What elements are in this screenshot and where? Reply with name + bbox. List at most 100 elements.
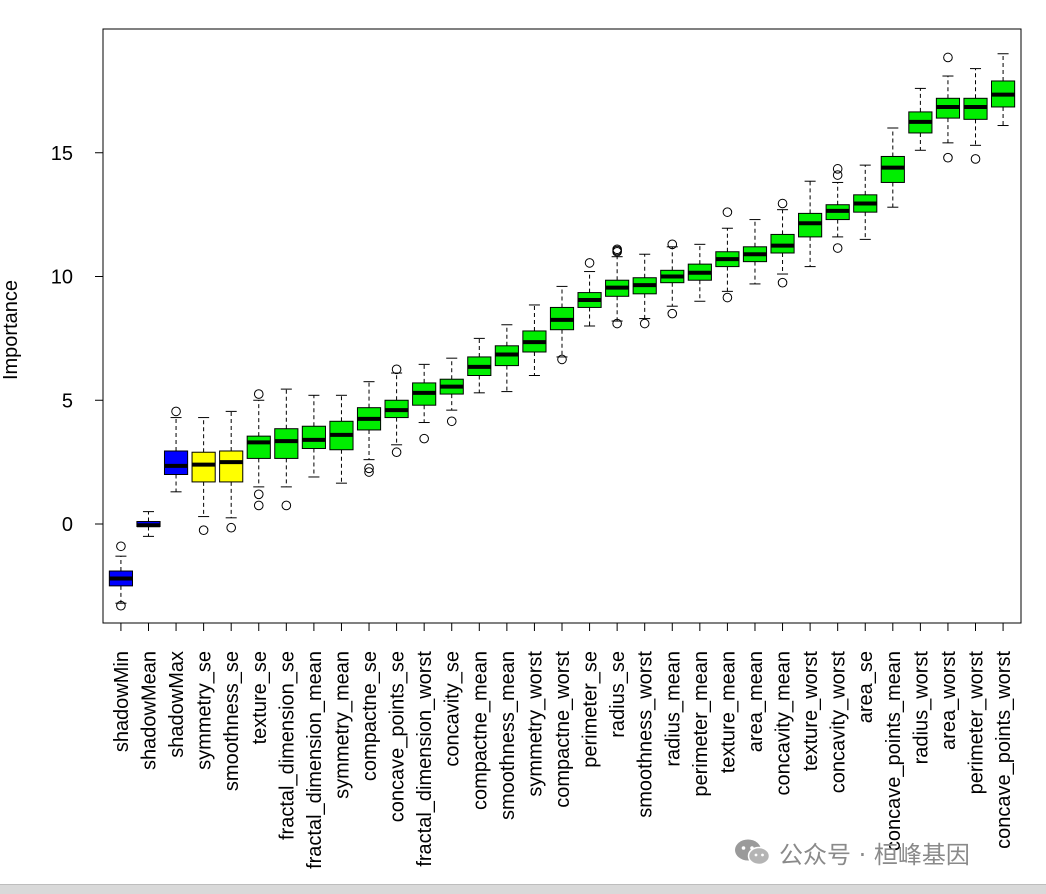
wechat-icon bbox=[735, 839, 771, 866]
x-tick-label: texture_worst bbox=[800, 651, 822, 771]
box-compactne-worst bbox=[549, 285, 575, 365]
x-axis-labels: shadowMin shadowMean shadowMax symmetry_se s… bbox=[111, 623, 1015, 869]
y-tick-label: 5 bbox=[62, 390, 73, 412]
outlier-point bbox=[777, 277, 788, 288]
outlier-point bbox=[253, 489, 264, 500]
outlier-point bbox=[364, 463, 374, 474]
outlier-point bbox=[557, 354, 567, 365]
x-tick-label: shadowMax bbox=[166, 651, 188, 758]
x-tick-label: fractal_dimension_worst bbox=[414, 651, 436, 867]
outlier-point bbox=[832, 243, 843, 253]
outlier-point bbox=[943, 152, 953, 163]
x-tick-label: compactne_worst bbox=[552, 651, 574, 808]
outlier-point bbox=[446, 416, 457, 427]
x-tick-label: concave_points_worst bbox=[993, 651, 1015, 849]
x-tick-label: shadowMean bbox=[138, 651, 160, 770]
box-shadowMean bbox=[136, 511, 161, 537]
box-fractal-dimension-se bbox=[274, 388, 299, 511]
watermark-text: 公众号 · 桓峰基因 bbox=[779, 840, 970, 869]
watermark: 公众号 · 桓峰基因 bbox=[733, 832, 970, 872]
outlier-point bbox=[722, 292, 733, 303]
x-tick-label: compactne_se bbox=[359, 651, 381, 781]
x-tick-label: perimeter_worst bbox=[966, 651, 988, 795]
outlier-point bbox=[253, 389, 264, 399]
outlier-point bbox=[419, 433, 429, 444]
outlier-point bbox=[116, 600, 126, 611]
outlier-point bbox=[639, 318, 650, 329]
x-tick-label: shadowMin bbox=[111, 651, 133, 752]
box-compactne-mean bbox=[467, 337, 492, 394]
x-tick-label: fractal_dimension_mean bbox=[304, 651, 326, 869]
box-shadowMax bbox=[163, 406, 189, 493]
outlier-point bbox=[391, 447, 402, 458]
x-tick-label: symmetry_worst bbox=[524, 651, 546, 797]
outlier-point bbox=[584, 258, 595, 268]
outlier-point bbox=[226, 522, 236, 533]
y-axis-label: Importance bbox=[0, 280, 22, 380]
x-tick-label: smoothness_worst bbox=[635, 651, 657, 818]
window-bottom-edge bbox=[0, 884, 1046, 894]
box-concave-points-se bbox=[384, 364, 409, 458]
x-tick-label: texture_mean bbox=[717, 651, 739, 773]
outlier-point bbox=[612, 318, 622, 329]
box-smoothness-worst bbox=[632, 253, 657, 329]
box-body bbox=[301, 425, 326, 450]
box-symmetry-se bbox=[191, 417, 216, 535]
box-area-mean bbox=[742, 219, 768, 285]
box-body bbox=[246, 435, 271, 459]
x-tick-label: area_se bbox=[855, 651, 877, 723]
box-concave-points-mean bbox=[880, 127, 905, 208]
box-smoothness-se bbox=[219, 410, 244, 533]
box-area-worst bbox=[935, 52, 961, 163]
box-body bbox=[219, 450, 244, 483]
x-tick-label: perimeter_mean bbox=[690, 651, 712, 797]
outlier-point bbox=[198, 525, 209, 535]
outlier-point bbox=[832, 164, 843, 174]
box-perimeter-se bbox=[577, 258, 602, 327]
outlier-point bbox=[281, 500, 292, 511]
outlier-point bbox=[667, 239, 678, 250]
x-tick-label: symmetry_mean bbox=[331, 651, 353, 799]
outlier-point bbox=[667, 308, 678, 319]
outlier-point bbox=[116, 541, 126, 552]
y-tick-label: 15 bbox=[51, 143, 73, 165]
box-radius-mean bbox=[660, 239, 685, 319]
outlier-point bbox=[253, 500, 264, 511]
outlier-point bbox=[777, 198, 788, 209]
x-tick-label: concavity_se bbox=[442, 651, 464, 767]
x-tick-label: radius_mean bbox=[662, 651, 684, 767]
x-tick-label: perimeter_se bbox=[580, 651, 602, 768]
box-perimeter-mean bbox=[687, 243, 712, 302]
outlier-point bbox=[722, 207, 733, 217]
x-tick-label: concave_points_mean bbox=[883, 651, 905, 851]
x-tick-label: concavity_mean bbox=[773, 651, 795, 796]
box-shadowMin bbox=[108, 541, 133, 611]
x-tick-label: texture_se bbox=[249, 651, 271, 744]
box-fractal-dimension-mean bbox=[301, 394, 326, 478]
box-perimeter-worst bbox=[963, 68, 988, 164]
outlier-point bbox=[970, 154, 981, 164]
x-tick-label: smoothness_mean bbox=[497, 651, 519, 820]
box-body bbox=[274, 428, 299, 459]
box-body bbox=[191, 451, 216, 483]
outlier-point bbox=[612, 244, 622, 255]
y-tick-label: 0 bbox=[62, 514, 73, 536]
box-area-se bbox=[853, 164, 878, 240]
x-tick-label: fractal_dimension_se bbox=[276, 651, 298, 840]
box-concavity-mean bbox=[770, 198, 795, 288]
outlier-point bbox=[364, 467, 374, 477]
outlier-point bbox=[171, 406, 181, 417]
outlier-point bbox=[943, 52, 953, 63]
box-texture-worst bbox=[798, 180, 823, 268]
y-axis: 0 5 10 15 bbox=[51, 143, 103, 536]
box-radius-se bbox=[605, 244, 630, 329]
x-tick-label: area_worst bbox=[938, 651, 960, 750]
x-tick-label: compactne_mean bbox=[469, 651, 491, 810]
box-fractal-dimension-worst bbox=[412, 363, 437, 444]
box-symmetry-worst bbox=[522, 304, 547, 376]
outlier-point bbox=[832, 170, 843, 180]
box-symmetry-mean bbox=[329, 394, 354, 484]
box-texture-mean bbox=[715, 207, 740, 303]
x-tick-label: smoothness_se bbox=[221, 651, 243, 791]
